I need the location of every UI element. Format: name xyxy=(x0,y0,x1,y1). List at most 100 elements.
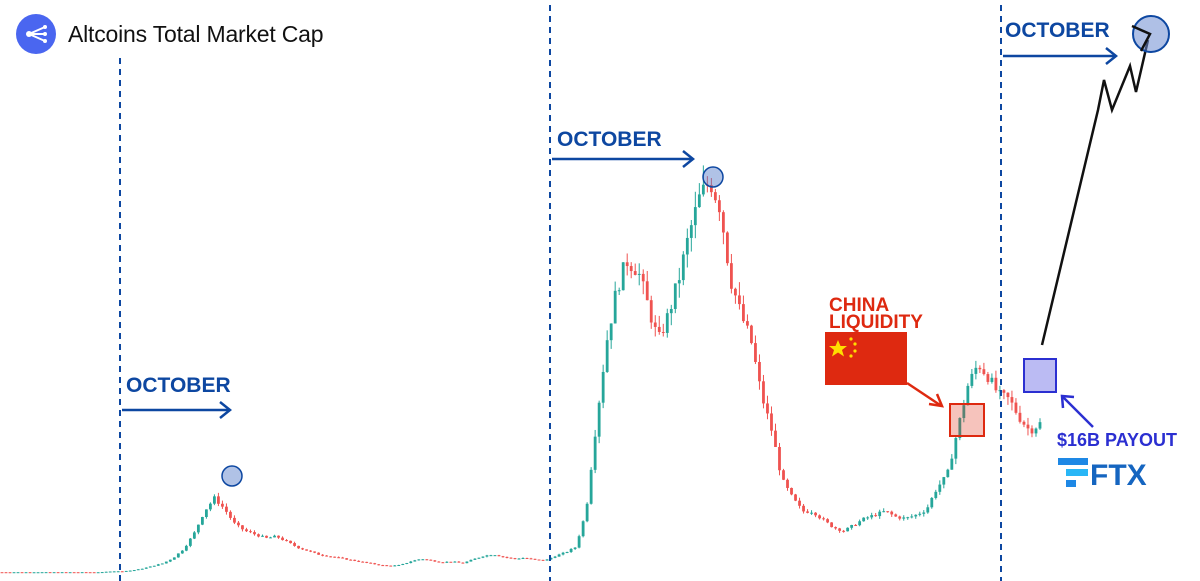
candle-body xyxy=(481,556,485,558)
candle-body xyxy=(245,529,248,532)
candle-body xyxy=(341,557,345,559)
candle-body xyxy=(473,558,477,560)
candle-body xyxy=(168,559,172,562)
candle-body xyxy=(213,496,216,504)
candle-body xyxy=(217,496,220,504)
candle-body xyxy=(184,545,188,551)
candle-body xyxy=(613,290,617,324)
candle-body xyxy=(345,558,349,560)
candle-body xyxy=(962,405,966,419)
candle-body xyxy=(461,562,465,564)
candle-body xyxy=(605,340,609,372)
candle-body xyxy=(209,503,212,510)
candle-body xyxy=(152,565,156,567)
candle-body xyxy=(273,535,276,538)
candle-body xyxy=(192,532,196,539)
candle-body xyxy=(661,331,665,333)
candle-body xyxy=(681,254,685,281)
candle-body xyxy=(725,232,729,264)
candle-body xyxy=(188,538,192,546)
candle-body xyxy=(509,557,513,559)
candle-body xyxy=(269,537,272,539)
candle-body xyxy=(349,559,353,561)
candle-body xyxy=(477,557,481,559)
candle-body xyxy=(52,572,56,574)
candle-body xyxy=(148,566,152,568)
candle-body xyxy=(838,528,842,531)
china-liquidity-box xyxy=(949,403,985,437)
candle-body xyxy=(922,512,926,514)
candle-body xyxy=(1006,392,1010,398)
candle-body xyxy=(176,553,180,558)
candle-body xyxy=(966,385,970,406)
candle-body xyxy=(48,572,52,574)
candle-body xyxy=(601,371,605,403)
candle-body xyxy=(942,477,946,485)
candle-body xyxy=(774,430,777,447)
candle-body xyxy=(128,570,132,572)
candle-body xyxy=(894,514,898,517)
candle-body xyxy=(974,367,978,374)
candle-body xyxy=(160,563,164,565)
candle-body xyxy=(862,517,866,522)
candle-body xyxy=(902,517,906,519)
candle-body xyxy=(501,556,505,558)
candle-body xyxy=(525,558,529,560)
candle-body xyxy=(946,469,950,478)
candle-body xyxy=(513,558,517,560)
candle-body xyxy=(100,572,104,574)
candle-body xyxy=(810,512,813,514)
candle-body xyxy=(693,207,697,226)
candle-body xyxy=(762,381,765,404)
candle-body xyxy=(581,521,585,537)
network-nodes-icon xyxy=(16,14,56,54)
candle-body xyxy=(0,572,4,574)
arrow-right-icon xyxy=(122,401,233,419)
candle-body xyxy=(28,572,32,574)
china-arrow xyxy=(906,381,941,407)
candle-body xyxy=(357,560,361,562)
candle-body xyxy=(321,554,325,556)
candle-body xyxy=(60,572,64,574)
candle-body xyxy=(573,547,577,549)
candle-body xyxy=(669,308,673,314)
candle-body xyxy=(766,403,769,414)
candle-body xyxy=(842,530,846,532)
candle-body xyxy=(782,470,785,480)
candle-body xyxy=(72,572,76,574)
ftx-logo-icon xyxy=(1058,458,1088,487)
candle-body xyxy=(417,559,421,561)
candle-body xyxy=(910,516,914,518)
candle-body xyxy=(754,343,757,362)
candle-body xyxy=(866,517,870,519)
candle-body xyxy=(709,185,713,193)
candle-body xyxy=(285,540,288,542)
candle-body xyxy=(172,557,176,560)
candle-body xyxy=(108,571,112,573)
candle-body xyxy=(934,491,938,498)
candle-body xyxy=(982,369,986,375)
october-label-2: OCTOBER xyxy=(557,128,662,151)
payout-arrow xyxy=(1062,396,1094,428)
october-label-3: OCTOBER xyxy=(1005,19,1110,42)
candle-body xyxy=(918,513,922,515)
candle-body xyxy=(545,559,549,561)
candle-body xyxy=(882,511,886,513)
candle-body xyxy=(577,536,581,548)
candle-body xyxy=(990,377,994,382)
candle-body xyxy=(533,558,537,560)
candle-body xyxy=(637,273,641,275)
candle-body xyxy=(249,531,252,533)
candle-body xyxy=(649,300,653,323)
candle-body xyxy=(293,543,296,546)
candle-body xyxy=(609,323,613,341)
candle-body xyxy=(389,565,393,567)
candle-body xyxy=(874,515,878,517)
candle-body xyxy=(96,572,100,574)
candle-body xyxy=(132,570,136,572)
candle-body xyxy=(978,367,982,370)
candle-body xyxy=(778,446,781,471)
ftx-label: FTX xyxy=(1090,459,1147,492)
candle-body xyxy=(393,565,397,567)
candle-body xyxy=(385,565,389,567)
